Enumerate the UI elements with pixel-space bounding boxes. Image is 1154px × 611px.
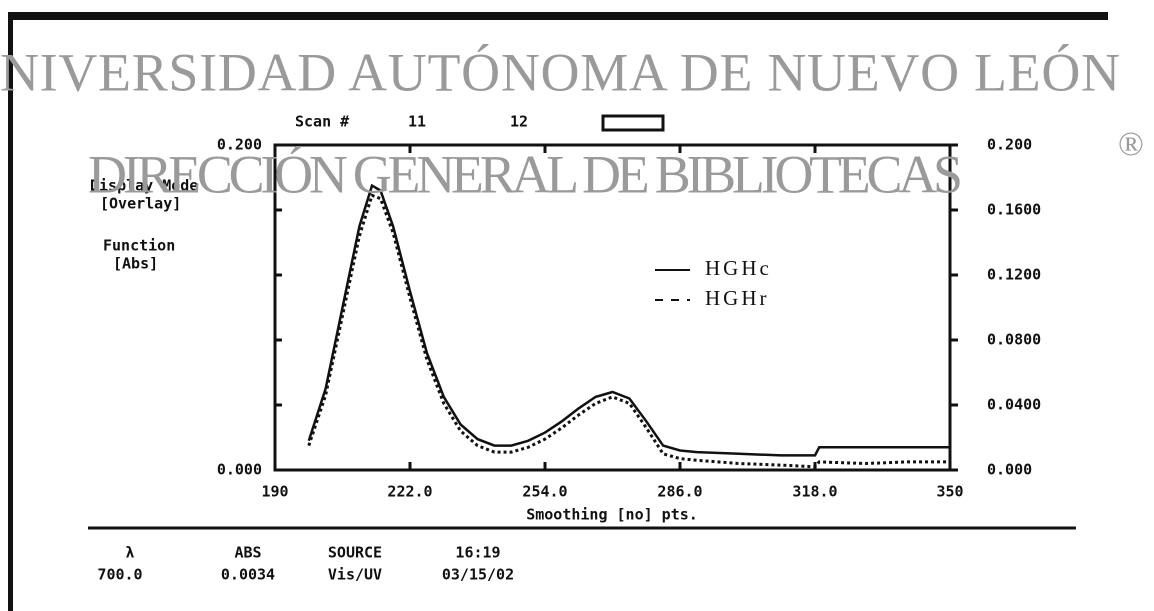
- series-line: [307, 193, 950, 469]
- status-label: λ: [125, 544, 134, 562]
- registered-mark: ®: [1118, 126, 1144, 163]
- function: [Abs]: [113, 255, 158, 273]
- status-value: Vis/UV: [328, 566, 382, 584]
- status-label: 16:19: [455, 544, 500, 562]
- status-value: 700.0: [97, 566, 142, 584]
- watermark: DIRECCIÓN GENERAL DE BIBLIOTECAS: [88, 144, 963, 204]
- watermark: NIVERSIDAD AUTÓNOMA DE NUEVO LEÓN: [0, 42, 1120, 102]
- status-label: ABS: [234, 544, 261, 562]
- x-tick-label: 222.0: [387, 483, 432, 501]
- scan-number: 12: [510, 113, 528, 131]
- y2-tick-label: 0.000: [987, 461, 1032, 479]
- y2-tick-label: 0.0400: [987, 396, 1041, 414]
- x-axis-label: Smoothing [no] pts.: [526, 506, 698, 524]
- y-tick-label: 0.200: [217, 136, 262, 154]
- scan-number: 11: [408, 113, 426, 131]
- x-tick-label: 254.0: [522, 483, 567, 501]
- left-rule: [8, 12, 13, 611]
- y2-tick-label: 0.1200: [987, 266, 1041, 284]
- x-tick-label: 190: [261, 483, 288, 501]
- x-tick-label: 286.0: [657, 483, 702, 501]
- display-mode: [Overlay]: [100, 195, 181, 213]
- legend-label: HGHr: [705, 286, 770, 310]
- status-label: SOURCE: [328, 544, 382, 562]
- y-tick-label: 0.000: [217, 461, 262, 479]
- plot-frame: [273, 143, 952, 472]
- scan-label: Scan #: [295, 113, 349, 131]
- x-tick-label: 318.0: [792, 483, 837, 501]
- function: Function: [103, 237, 175, 255]
- legend-label: HGHc: [705, 256, 772, 280]
- series-line: [307, 183, 950, 457]
- scan-box: [601, 114, 665, 132]
- x-tick-label: 350: [936, 483, 963, 501]
- y2-tick-label: 0.0800: [987, 331, 1041, 349]
- status-value: 0.0034: [221, 566, 275, 584]
- y2-tick-label: 0.200: [987, 136, 1032, 154]
- status-value: 03/15/02: [442, 566, 514, 584]
- status-bar: λ 700.0 ABS 0.0034 SOURCE Vis/UV 16:19 03/15/02: [97, 544, 514, 584]
- display-mode: Display Mode: [90, 177, 198, 195]
- top-rule: [8, 12, 1108, 20]
- y2-tick-label: 0.1600: [987, 201, 1041, 219]
